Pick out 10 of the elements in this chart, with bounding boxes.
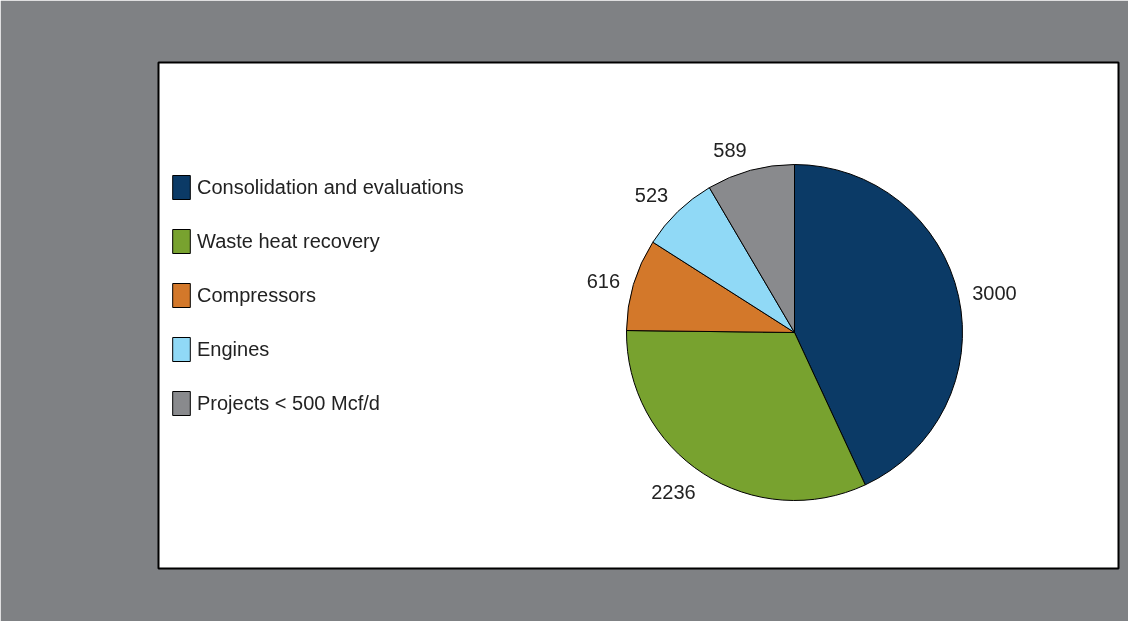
legend-label: Engines <box>197 337 270 361</box>
legend-label: Projects < 500 Mcf/d <box>197 391 380 415</box>
data-label: 3000 <box>972 282 1017 305</box>
data-label: 523 <box>634 183 669 206</box>
legend-label: Compressors <box>197 283 316 307</box>
data-label: 616 <box>586 269 621 292</box>
data-label: 589 <box>713 138 747 161</box>
legend-label: Consolidation and evaluations <box>197 175 464 199</box>
legend-label: Waste heat recovery <box>197 229 380 253</box>
data-label: 2236 <box>651 481 696 504</box>
